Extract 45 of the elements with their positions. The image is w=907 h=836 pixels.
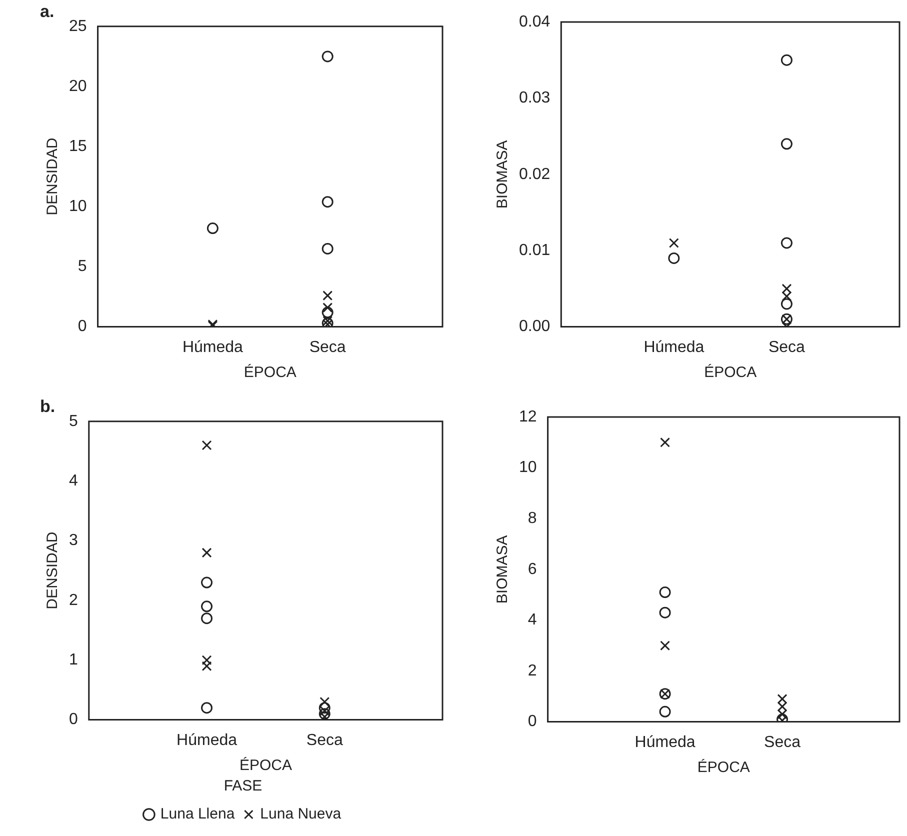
y-tick-label: 4 <box>528 612 537 629</box>
y-tick-label: 0.04 <box>519 13 550 30</box>
y-tick-label: 12 <box>519 408 537 426</box>
y-axis-title: BIOMASA <box>494 535 512 604</box>
y-tick-label: 0.00 <box>519 318 550 336</box>
y-tick-label: 20 <box>69 78 87 95</box>
x-tick-label: Húmeda <box>176 732 238 749</box>
y-tick-label: 0.03 <box>519 90 550 107</box>
x-tick-label: Húmeda <box>634 734 696 751</box>
x-axis-title: ÉPOCA <box>704 363 757 382</box>
y-tick-label: 6 <box>528 560 537 578</box>
legend-label: Luna Llena <box>160 806 236 823</box>
legend-label: Luna Nueva <box>260 806 342 823</box>
y-tick-label: 1 <box>68 652 78 669</box>
x-tick-label: Húmeda <box>644 338 704 356</box>
y-tick-label: 3 <box>68 532 78 550</box>
y-tick-label: 4 <box>68 472 78 490</box>
y-tick-label: 10 <box>69 198 87 216</box>
x-tick-label: Seca <box>764 734 801 751</box>
x-axis-title: ÉPOCA <box>239 756 292 774</box>
x-tick-label: Seca <box>309 338 346 356</box>
x-tick-label: Seca <box>768 338 806 356</box>
y-tick-label: 10 <box>519 459 537 476</box>
y-tick-label: 0 <box>68 711 78 728</box>
chart-title: a. <box>40 2 54 21</box>
y-tick-label: 2 <box>68 592 78 609</box>
y-tick-label: 0 <box>78 318 87 336</box>
y-axis-title: DENSIDAD <box>44 532 62 610</box>
y-tick-label: 15 <box>69 138 87 155</box>
y-tick-label: 25 <box>69 18 87 35</box>
legend-title: FASE <box>224 778 262 795</box>
y-axis-title: BIOMASA <box>494 140 512 209</box>
x-axis-title: ÉPOCA <box>697 758 750 776</box>
y-tick-label: 5 <box>68 412 78 430</box>
x-tick-label: Seca <box>306 732 343 749</box>
y-tick-label: 0.02 <box>519 166 550 183</box>
x-tick-label: Húmeda <box>182 338 244 356</box>
x-axis-title: ÉPOCA <box>244 363 296 382</box>
chart-title: b. <box>40 396 56 416</box>
y-tick-label: 5 <box>78 258 87 276</box>
y-tick-label: 0.01 <box>519 242 550 260</box>
y-tick-label: 0 <box>528 713 537 730</box>
y-tick-label: 2 <box>528 662 537 680</box>
y-axis-title: DENSIDAD <box>44 138 62 216</box>
y-tick-label: 8 <box>528 510 537 528</box>
